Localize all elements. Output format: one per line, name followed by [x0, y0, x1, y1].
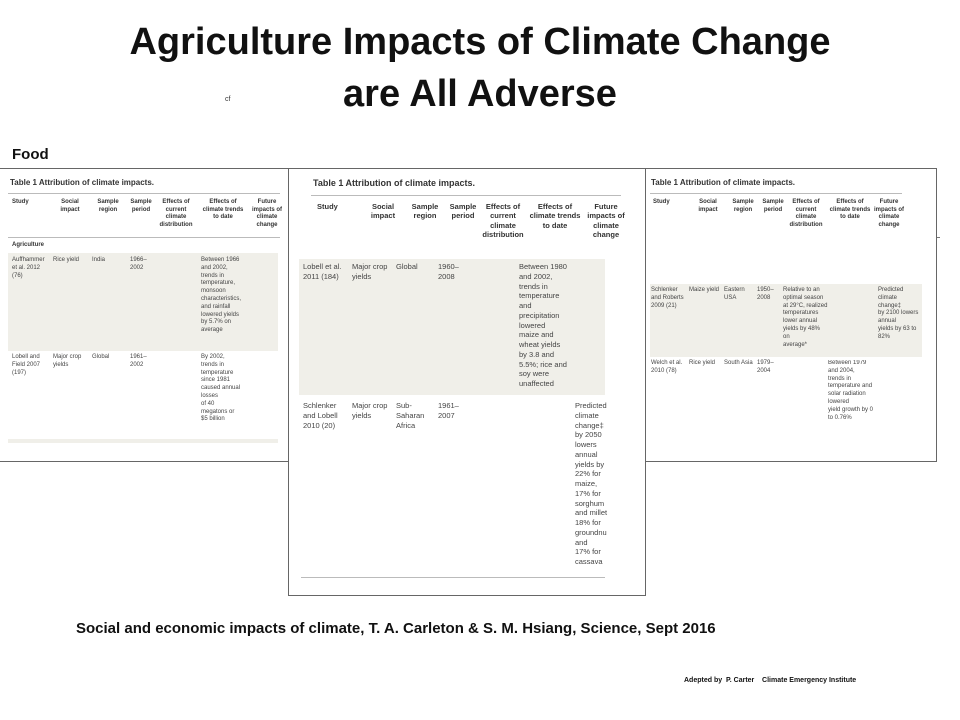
cell-social-impact: Rice yield	[689, 360, 716, 366]
table-card-right: Table 1 Attribution of climate impacts. …	[645, 168, 937, 462]
cell-future-impacts: Predicted climate change‡ by 2100 lowers…	[878, 287, 919, 340]
table-card-center: Table 1 Attribution of climate impacts. …	[288, 168, 646, 596]
cell-study: Lobell et al. 2011 (184)	[303, 262, 342, 281]
stray-mark: cf	[225, 96, 231, 103]
header-social-impact: Social impact	[60, 199, 80, 213]
section-agriculture: Agriculture	[12, 242, 45, 248]
credit-line: Adepted by P. Carter Climate Emergency I…	[684, 677, 857, 684]
cell-social-impact: Major crop yields	[53, 354, 82, 368]
cell-social-impact: Major crop yields	[352, 401, 388, 420]
cell-sample-period: 1961– 2007	[438, 401, 459, 420]
header-sample-period: Sample period	[130, 199, 152, 213]
header-sample-period: Sample period	[762, 199, 784, 213]
row-shading	[8, 439, 278, 443]
header-future-impacts: Future impacts of climate change	[587, 202, 625, 240]
cell-sample-period: 1950– 2008	[757, 287, 774, 301]
header-climate-trends: Effects of climate trends to date	[829, 199, 871, 220]
header-study: Study	[653, 199, 670, 205]
cell-sample-period: 1961– 2002	[130, 354, 147, 368]
cell-sample-region: Sub- Saharan Africa	[396, 401, 425, 430]
cell-study: Lobell and Field 2007 (197)	[12, 354, 41, 376]
cell-climate-trends: Between 1966 and 2002, trends in tempera…	[201, 257, 242, 334]
header-social-impact: Social impact	[370, 202, 396, 221]
table-rule	[8, 193, 280, 194]
cell-sample-region: Eastern USA	[724, 287, 745, 301]
table-card-left: Table 1 Attribution of climate impacts. …	[0, 168, 290, 462]
header-current-climate: Effects of current climate distribution	[789, 199, 823, 228]
header-future-impacts: Future impacts of climate change	[251, 199, 282, 228]
cell-climate-trends: By 2002, trends in temperature since 198…	[201, 354, 241, 423]
cell-sample-period: 1960– 2008	[438, 262, 459, 281]
table-title: Table 1 Attribution of climate impacts.	[10, 178, 155, 187]
header-current-climate: Effects of current climate distribution	[159, 199, 193, 228]
table-title: Table 1 Attribution of climate impacts.	[651, 178, 796, 187]
table-title: Table 1 Attribution of climate impacts.	[313, 178, 476, 188]
header-sample-period: Sample period	[449, 202, 477, 221]
row-shading	[650, 284, 922, 357]
cell-study: Welch et al. 2010 (78)	[651, 360, 683, 374]
cell-study: Schlenker and Roberts 2009 (21)	[651, 287, 684, 309]
header-study: Study	[12, 199, 29, 205]
cell-study: Auffhammer et al. 2012 (76)	[12, 257, 45, 279]
cell-sample-period: 1979– 2004	[757, 360, 774, 374]
cell-climate-trends: Between 1979 and 2004, trends in tempera…	[828, 360, 874, 421]
cell-climate-trends: Between 1980 and 2002, trends in tempera…	[519, 262, 567, 388]
slide-title-line2: are All Adverse	[343, 73, 617, 115]
cell-sample-region: India	[92, 257, 106, 263]
cell-sample-region: Global	[396, 262, 418, 271]
cell-study: Schlenker and Lobell 2010 (20)	[303, 401, 338, 430]
source-citation: Social and economic impacts of climate, …	[76, 620, 716, 637]
header-sample-region: Sample region	[732, 199, 754, 213]
row-shading	[8, 253, 278, 351]
cell-social-impact: Major crop yields	[352, 262, 388, 281]
cell-social-impact: Maize yield	[689, 287, 720, 293]
header-study: Study	[317, 202, 338, 211]
header-current-climate: Effects of current climate distribution	[482, 202, 524, 240]
header-climate-trends: Effects of climate trends to date	[529, 202, 581, 230]
header-sample-region: Sample region	[97, 199, 119, 213]
table-rule	[301, 577, 605, 578]
table-rule	[311, 195, 621, 196]
slide-title-line1: Agriculture Impacts of Climate Change	[129, 21, 831, 63]
row-shading	[299, 259, 605, 395]
cell-sample-period: 1966– 2002	[130, 257, 147, 271]
section-label-food: Food	[12, 146, 49, 163]
table-rule	[650, 193, 902, 194]
table-rule	[8, 237, 280, 238]
header-social-impact: Social impact	[698, 199, 718, 213]
cell-future-impacts: Predicted climate change‡ by 2050 lowers…	[575, 401, 608, 566]
header-climate-trends: Effects of climate trends to date	[202, 199, 244, 220]
cell-sample-region: Global	[92, 354, 110, 360]
header-sample-region: Sample region	[411, 202, 439, 221]
cell-social-impact: Rice yield	[53, 257, 80, 263]
cell-current-climate: Relative to an optimal season at 29°C, r…	[783, 287, 828, 348]
cell-sample-region: South Asia	[724, 360, 753, 366]
header-future-impacts: Future impacts of climate change	[873, 199, 904, 228]
